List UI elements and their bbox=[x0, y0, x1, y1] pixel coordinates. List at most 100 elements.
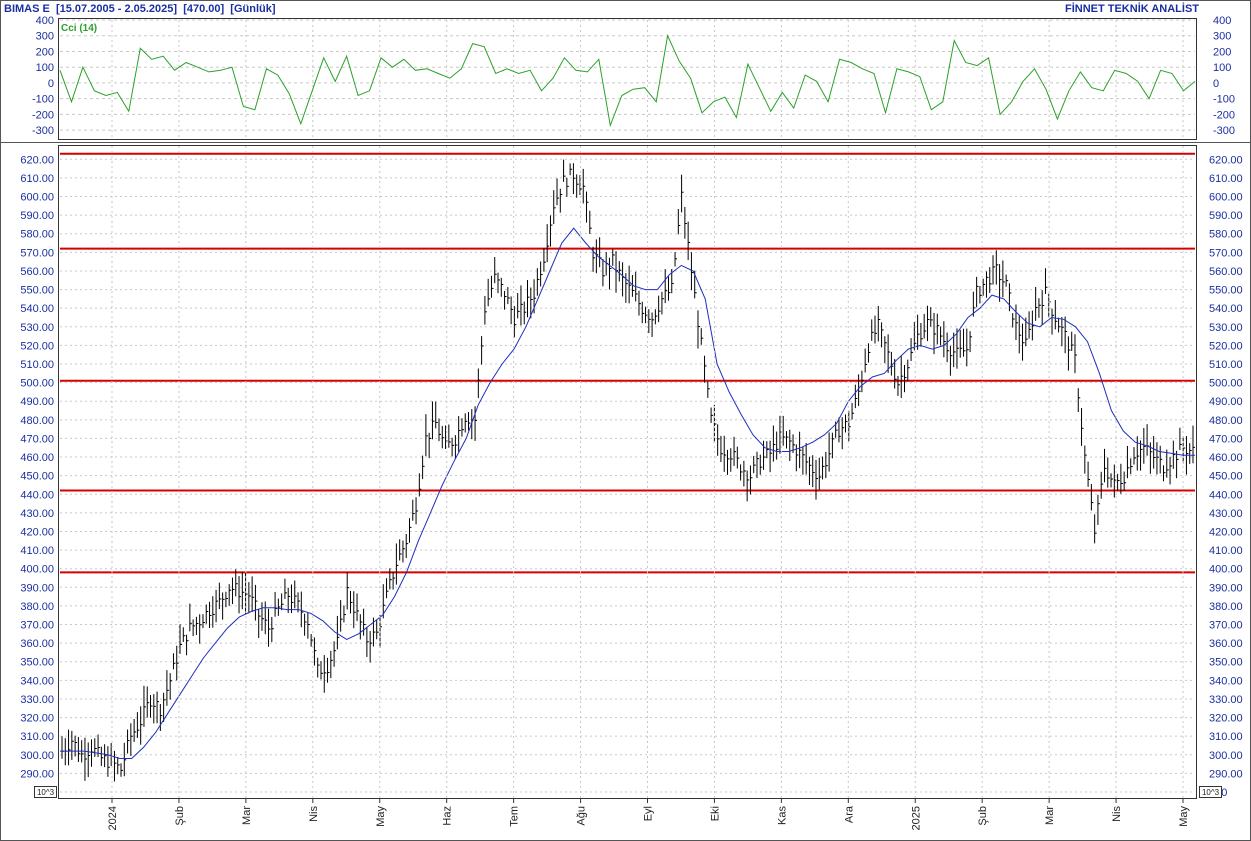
cci-y-tick-label: 0 bbox=[48, 78, 54, 90]
price-y-tick-label: 450.00 bbox=[1209, 471, 1243, 483]
x-tick-label: May bbox=[375, 806, 387, 827]
price-y-tick-label: 340.00 bbox=[1209, 675, 1243, 687]
price-y-tick-label: 500.00 bbox=[20, 378, 54, 390]
price-y-tick-label: 550.00 bbox=[1209, 285, 1243, 297]
price-y-tick-label: 470.00 bbox=[1209, 433, 1243, 445]
cci-y-tick-label: -100 bbox=[1213, 94, 1235, 106]
x-tick-label: Mar bbox=[1044, 806, 1056, 825]
scale-note-right: 10^3 bbox=[1199, 786, 1222, 798]
x-tick-label: Şub bbox=[977, 806, 989, 826]
price-y-tick-label: 360.00 bbox=[20, 638, 54, 650]
price-y-tick-label: 520.00 bbox=[20, 340, 54, 352]
price-y-tick-label: 530.00 bbox=[1209, 322, 1243, 334]
price-y-tick-label: 440.00 bbox=[20, 489, 54, 501]
price-y-tick-label: 460.00 bbox=[1209, 452, 1243, 464]
price-y-tick-label: 460.00 bbox=[20, 452, 54, 464]
x-tick-label: 2025 bbox=[910, 806, 922, 830]
price-y-tick-label: 430.00 bbox=[20, 508, 54, 520]
x-tick-label: Nis bbox=[308, 806, 320, 822]
price-y-tick-label: 620.00 bbox=[20, 154, 54, 166]
price-y-tick-label: 610.00 bbox=[1209, 173, 1243, 185]
scale-note-right-text: 10^3 bbox=[1202, 788, 1220, 797]
price-y-tick-label: 330.00 bbox=[1209, 694, 1243, 706]
price-y-axis-left: 280290.00300.00310.00320.00330.00340.003… bbox=[20, 154, 54, 799]
cci-y-axis-right: 400 300 200 100 0 -100 -200 -300 bbox=[1213, 15, 1235, 137]
cci-y-tick-label: -200 bbox=[1213, 109, 1235, 121]
price-y-tick-label: 440.00 bbox=[1209, 489, 1243, 501]
price-y-tick-label: 320.00 bbox=[20, 713, 54, 725]
date-range-label: [15.07.2005 - 2.05.2025] bbox=[55, 3, 178, 15]
x-tick-label: Ağu bbox=[576, 806, 588, 826]
price-y-tick-label: 450.00 bbox=[20, 471, 54, 483]
price-gridlines bbox=[60, 158, 1195, 793]
support-resistance-levels bbox=[60, 152, 1195, 574]
price-bars bbox=[61, 159, 1195, 782]
chart-header: BIMAS E [15.07.2005 - 2.05.2025] [470.00… bbox=[4, 3, 276, 15]
brand-label: FİNNET TEKNİK ANALİST bbox=[1064, 3, 1199, 15]
cci-title: Cci (14) bbox=[61, 23, 97, 34]
scale-note-left-text: 10^3 bbox=[37, 788, 55, 797]
price-plot-border bbox=[58, 145, 1197, 799]
price-y-tick-label: 480.00 bbox=[20, 415, 54, 427]
x-tick-label: Haz bbox=[442, 806, 454, 826]
price-y-tick-label: 600.00 bbox=[20, 192, 54, 204]
price-y-tick-label: 490.00 bbox=[1209, 396, 1243, 408]
price-y-tick-label: 600.00 bbox=[1209, 192, 1243, 204]
price-y-tick-label: 390.00 bbox=[1209, 582, 1243, 594]
cci-y-tick-label: 400 bbox=[1213, 15, 1231, 27]
cci-panel: 400 300 200 100 0 -100 -200 -300 400 300 200 100 0 -… bbox=[32, 15, 1235, 140]
cci-y-tick-label: 200 bbox=[1213, 46, 1231, 58]
price-y-tick-label: 320.00 bbox=[1209, 713, 1243, 725]
x-tick-label: Tem bbox=[509, 806, 521, 827]
price-y-tick-label: 430.00 bbox=[1209, 508, 1243, 520]
price-panel: 280290.00300.00310.00320.00330.00340.003… bbox=[20, 145, 1243, 830]
cci-y-tick-label: 100 bbox=[1213, 62, 1231, 74]
price-y-tick-label: 310.00 bbox=[1209, 731, 1243, 743]
price-y-tick-label: 570.00 bbox=[20, 247, 54, 259]
price-y-tick-label: 580.00 bbox=[20, 229, 54, 241]
price-y-tick-label: 500.00 bbox=[1209, 378, 1243, 390]
price-y-tick-label: 350.00 bbox=[1209, 657, 1243, 669]
price-y-tick-label: 410.00 bbox=[1209, 545, 1243, 557]
symbol-label: BIMAS E bbox=[4, 3, 50, 15]
x-axis: 2024 Şub Mar Nis May Haz Tem Ağu Eyl Eki Kas Ara 202… bbox=[107, 146, 1190, 830]
price-y-tick-label: 290.00 bbox=[20, 768, 54, 780]
price-y-tick-label: 370.00 bbox=[1209, 620, 1243, 632]
price-y-tick-label: 400.00 bbox=[20, 564, 54, 576]
price-y-tick-label: 590.00 bbox=[1209, 210, 1243, 222]
price-y-tick-label: 540.00 bbox=[20, 303, 54, 315]
price-y-tick-label: 360.00 bbox=[1209, 638, 1243, 650]
x-tick-label: Nis bbox=[1111, 806, 1123, 822]
price-y-tick-label: 540.00 bbox=[1209, 303, 1243, 315]
x-tick-label: Eyl bbox=[643, 806, 655, 821]
price-y-tick-label: 480.00 bbox=[1209, 415, 1243, 427]
price-y-tick-label: 400.00 bbox=[1209, 564, 1243, 576]
price-y-tick-label: 380.00 bbox=[1209, 601, 1243, 613]
x-tick-label: May bbox=[1178, 806, 1190, 827]
last-price-label: [470.00] bbox=[183, 3, 225, 15]
cci-y-tick-label: 200 bbox=[36, 46, 54, 58]
period-label: [Günlük] bbox=[230, 3, 276, 15]
price-y-tick-label: 300.00 bbox=[1209, 750, 1243, 762]
price-y-tick-label: 420.00 bbox=[1209, 526, 1243, 538]
cci-y-tick-label: -300 bbox=[1213, 125, 1235, 137]
price-y-tick-label: 410.00 bbox=[20, 545, 54, 557]
price-y-tick-label: 510.00 bbox=[20, 359, 54, 371]
x-tick-label: Kas bbox=[776, 806, 788, 825]
cci-y-tick-label: 0 bbox=[1213, 78, 1219, 90]
cci-y-tick-label: -300 bbox=[32, 125, 54, 137]
cci-series-line bbox=[59, 34, 1196, 128]
price-y-tick-label: 330.00 bbox=[20, 694, 54, 706]
price-y-tick-label: 350.00 bbox=[20, 657, 54, 669]
price-y-tick-label: 560.00 bbox=[20, 266, 54, 278]
price-y-tick-label: 580.00 bbox=[1209, 229, 1243, 241]
price-y-tick-label: 300.00 bbox=[20, 750, 54, 762]
price-y-tick-label: 550.00 bbox=[20, 285, 54, 297]
x-tick-label: 2024 bbox=[107, 806, 119, 830]
moving-average-line bbox=[60, 227, 1195, 759]
price-y-tick-label: 340.00 bbox=[20, 675, 54, 687]
cci-y-axis-left: 400 300 200 100 0 -100 -200 -300 bbox=[32, 15, 54, 137]
cci-y-tick-label: -100 bbox=[32, 94, 54, 106]
cci-y-tick-label: 300 bbox=[1213, 31, 1231, 43]
